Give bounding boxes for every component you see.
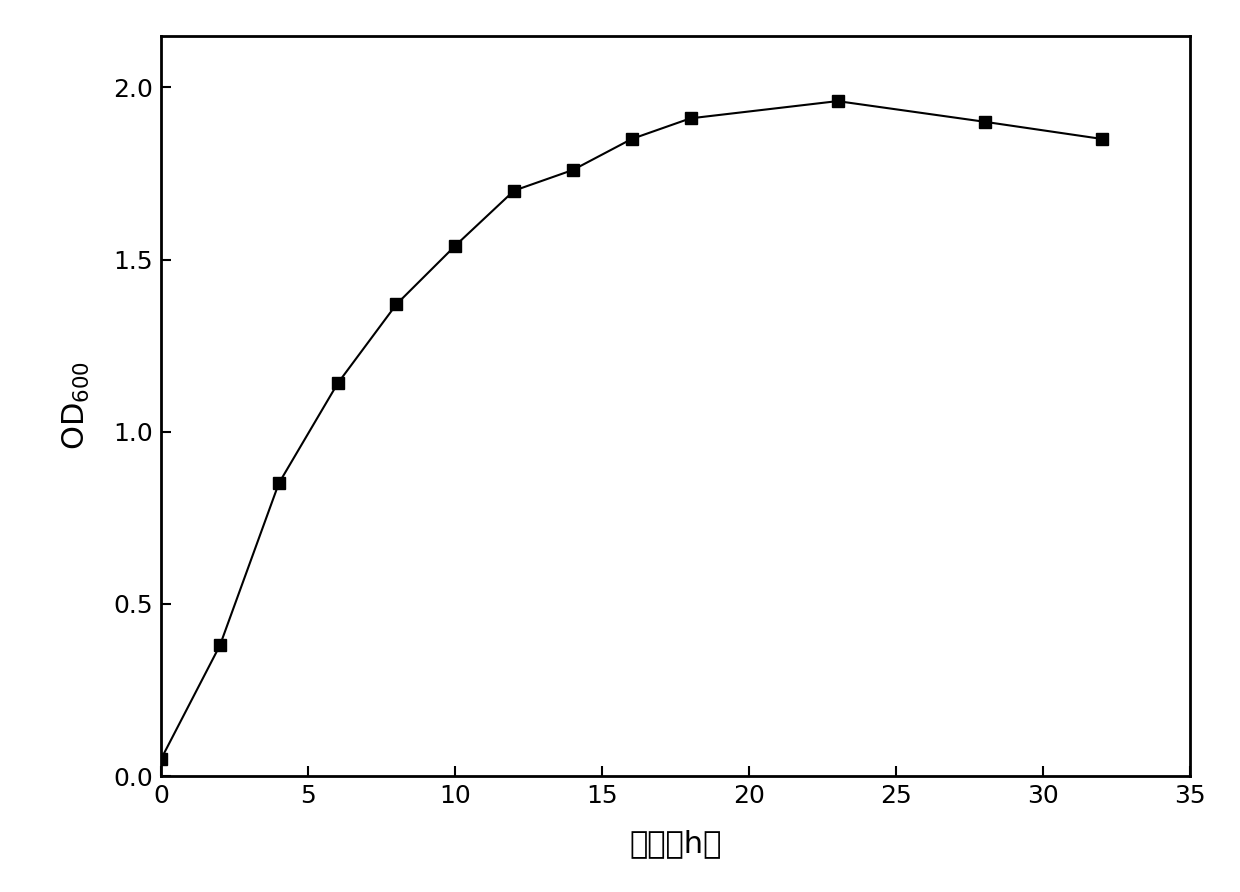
Y-axis label: OD$_{600}$: OD$_{600}$ — [61, 361, 92, 450]
X-axis label: 时间（h）: 时间（h） — [630, 830, 722, 858]
